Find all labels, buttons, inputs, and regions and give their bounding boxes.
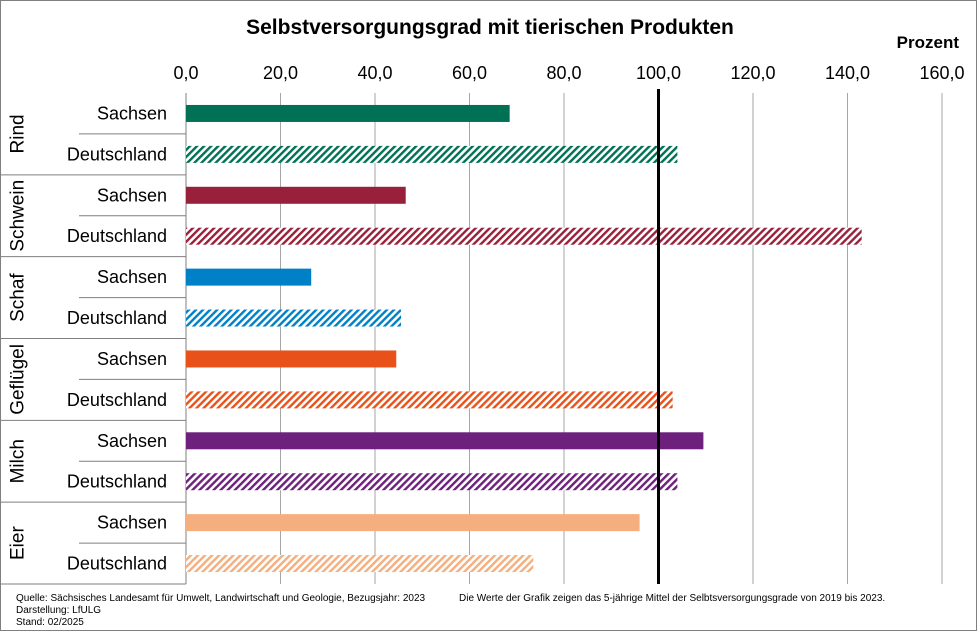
group-label-eier: Eier [8, 526, 29, 560]
category-axis: Rind Sachsen Deutschland Schwein Sachsen Deut… [1, 93, 187, 585]
bar-rind-sachsen [186, 104, 510, 122]
bar-gefluegel-deutschland [186, 391, 673, 409]
source-note: Quelle: Sächsisches Landesamt für Umwelt… [16, 593, 426, 604]
x-tick-label: 0,0 [173, 63, 198, 83]
status-note: Stand: 02/2025 [16, 617, 84, 628]
group-label-schwein: Schwein [8, 180, 29, 252]
bar-schwein-sachsen [186, 186, 406, 204]
bar-milch-sachsen [186, 432, 704, 450]
chart-title: Selbstversorgungsgrad mit tierischen Pro… [246, 16, 734, 39]
x-tick-label: 120,0 [730, 63, 775, 83]
x-tick-label: 60,0 [452, 63, 487, 83]
x-tick-label: 40,0 [357, 63, 392, 83]
x-tick-label: 140,0 [825, 63, 870, 83]
region-label-deutschland: Deutschland [67, 472, 167, 492]
region-label-sachsen: Sachsen [97, 103, 167, 123]
bars [186, 104, 862, 573]
bar-gefluegel-sachsen [186, 350, 397, 368]
region-label-deutschland: Deutschland [67, 144, 167, 164]
region-label-deutschland: Deutschland [67, 226, 167, 246]
group-label-rind: Rind [8, 114, 29, 153]
bar-schaf-sachsen [186, 268, 312, 286]
unit-label: Prozent [897, 33, 960, 52]
x-tick-label: 80,0 [546, 63, 581, 83]
region-label-deutschland: Deutschland [67, 554, 167, 574]
gridlines [185, 93, 943, 584]
bar-schaf-deutschland [186, 309, 401, 327]
bar-rind-deutschland [186, 145, 678, 163]
data-note: Die Werte der Grafik zeigen das 5-jährig… [459, 593, 885, 604]
x-tick-label: 100,0 [636, 63, 681, 83]
region-label-sachsen: Sachsen [97, 267, 167, 287]
region-label-sachsen: Sachsen [97, 185, 167, 205]
bar-eier-sachsen [186, 514, 640, 532]
author-note: Darstellung: LfULG [16, 605, 101, 616]
region-label-sachsen: Sachsen [97, 513, 167, 533]
region-label-deutschland: Deutschland [67, 308, 167, 328]
region-label-sachsen: Sachsen [97, 431, 167, 451]
bar-schwein-deutschland [186, 227, 862, 245]
x-tick-label: 160,0 [919, 63, 964, 83]
region-label-sachsen: Sachsen [97, 349, 167, 369]
region-label-deutschland: Deutschland [67, 390, 167, 410]
group-label-schaf: Schaf [8, 273, 29, 322]
bar-milch-deutschland [186, 473, 678, 491]
x-tick-label: 20,0 [263, 63, 298, 83]
x-tick-labels: 0,0 20,0 40,0 60,0 80,0 100,0 120,0 140,0 160,0 [173, 63, 964, 83]
bar-eier-deutschland [186, 555, 534, 573]
group-label-milch: Milch [8, 439, 29, 483]
group-label-gefluegel: Geflügel [8, 344, 29, 415]
